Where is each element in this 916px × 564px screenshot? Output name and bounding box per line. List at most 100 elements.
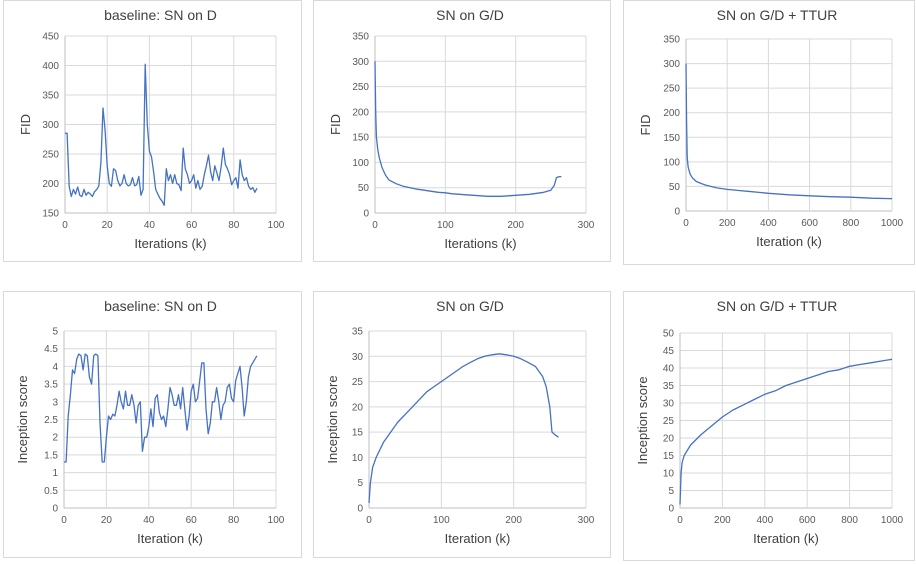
x-tick-label: 80 bbox=[228, 220, 240, 231]
y-tick-label: 35 bbox=[352, 327, 364, 338]
chart-title: SN on G/D bbox=[436, 7, 504, 23]
x-tick-label: 300 bbox=[578, 515, 595, 526]
y-tick-label: 45 bbox=[663, 346, 675, 357]
x-tick-label: 200 bbox=[714, 515, 731, 526]
x-tick-label: 200 bbox=[505, 515, 522, 526]
chart-title: SN on G/D bbox=[436, 298, 504, 314]
y-tick-label: 250 bbox=[352, 82, 369, 93]
x-tick-label: 100 bbox=[268, 515, 285, 526]
chart-panel-fid-ttur: 0 50 100 150 200 250 300 350 0 200 400 600 800 1000 SN… bbox=[623, 0, 915, 265]
y-axis-label: Inception score bbox=[15, 375, 30, 463]
y-axis-label: Inception score bbox=[325, 375, 340, 463]
x-tick-label: 20 bbox=[102, 220, 114, 231]
y-tick-label: 300 bbox=[352, 57, 369, 68]
x-tick-label: 1000 bbox=[881, 515, 904, 526]
y-tick-label: 50 bbox=[669, 182, 681, 193]
y-tick-label: 4 bbox=[52, 362, 58, 373]
series-line bbox=[65, 63, 258, 206]
y-tick-label: 2 bbox=[52, 433, 58, 444]
y-tick-label: 1 bbox=[52, 468, 58, 479]
y-tick-label: 0 bbox=[357, 504, 363, 515]
chart-fid-baseline: 150 200 250 300 350 400 450 0 20 40 60 80 100 baselin… bbox=[18, 7, 285, 251]
x-tick-label: 200 bbox=[507, 220, 524, 231]
chart-is-ttur: 0 5 10 15 20 25 30 35 40 45 50 0 200 400 600 800 1000 SN … bbox=[635, 298, 904, 546]
chart-panel-fid-baseline: 150 200 250 300 350 400 450 0 20 40 60 80 100 baselin… bbox=[3, 0, 302, 262]
x-axis-label: Iteration (k) bbox=[753, 531, 819, 546]
y-tick-label: 15 bbox=[352, 428, 364, 439]
y-tick-label: 0 bbox=[363, 209, 369, 220]
y-tick-label: 2.5 bbox=[44, 415, 58, 426]
x-tick-label: 60 bbox=[186, 220, 198, 231]
x-tick-label: 80 bbox=[228, 515, 240, 526]
y-tick-label: 0 bbox=[668, 504, 674, 515]
x-tick-label: 1000 bbox=[881, 218, 904, 229]
y-tick-label: 0 bbox=[674, 207, 680, 218]
y-tick-label: 10 bbox=[663, 469, 675, 480]
y-tick-label: 40 bbox=[663, 364, 675, 375]
y-tick-label: 25 bbox=[663, 416, 675, 427]
y-tick-label: 10 bbox=[352, 453, 364, 464]
y-tick-label: 3 bbox=[52, 397, 58, 408]
x-axis-label: Iteration (k) bbox=[137, 531, 203, 546]
y-tick-label: 0 bbox=[52, 504, 58, 515]
y-tick-label: 20 bbox=[663, 434, 675, 445]
x-tick-label: 300 bbox=[578, 220, 595, 231]
x-tick-label: 400 bbox=[760, 218, 777, 229]
x-tick-label: 0 bbox=[366, 515, 372, 526]
y-tick-label: 350 bbox=[42, 91, 59, 102]
chart-is-baseline: 0 0.5 1 1.5 2 2.5 3 3.5 4 4.5 5 0 20 40 60 80 100 baselin… bbox=[15, 298, 285, 546]
y-tick-label: 15 bbox=[663, 451, 675, 462]
y-tick-label: 50 bbox=[358, 183, 370, 194]
y-tick-label: 5 bbox=[357, 478, 363, 489]
chart-title: baseline: SN on D bbox=[104, 7, 217, 23]
series-line bbox=[685, 63, 893, 200]
y-tick-label: 3.5 bbox=[44, 380, 58, 391]
x-axis-label: Iteration (k) bbox=[445, 531, 511, 546]
y-tick-label: 5 bbox=[52, 327, 58, 338]
chart-fid-ttur: 0 50 100 150 200 250 300 350 0 200 400 600 800 1000 SN… bbox=[638, 7, 904, 249]
x-tick-label: 800 bbox=[841, 515, 858, 526]
chart-title: SN on G/D + TTUR bbox=[717, 298, 838, 314]
x-tick-label: 0 bbox=[372, 220, 378, 231]
x-tick-label: 40 bbox=[144, 220, 156, 231]
x-tick-label: 100 bbox=[268, 220, 285, 231]
x-tick-label: 0 bbox=[677, 515, 683, 526]
x-tick-label: 0 bbox=[62, 220, 68, 231]
chart-fid-sn-gd: 0 50 100 150 200 250 300 350 0 100 200 300 SN on G/D… bbox=[328, 7, 595, 251]
chart-title: SN on G/D + TTUR bbox=[717, 7, 838, 23]
chart-panel-is-ttur: 0 5 10 15 20 25 30 35 40 45 50 0 200 400 600 800 1000 SN … bbox=[623, 291, 915, 561]
x-tick-label: 0 bbox=[61, 515, 67, 526]
y-tick-label: 100 bbox=[352, 158, 369, 169]
y-tick-label: 150 bbox=[663, 133, 680, 144]
y-tick-label: 0.5 bbox=[44, 486, 58, 497]
x-tick-label: 100 bbox=[433, 515, 450, 526]
x-tick-label: 600 bbox=[799, 515, 816, 526]
y-tick-label: 100 bbox=[663, 157, 680, 168]
y-tick-label: 400 bbox=[42, 61, 59, 72]
x-tick-label: 100 bbox=[437, 220, 454, 231]
y-tick-label: 30 bbox=[352, 352, 364, 363]
y-tick-label: 200 bbox=[42, 179, 59, 190]
y-tick-label: 150 bbox=[42, 209, 59, 220]
y-tick-label: 300 bbox=[42, 120, 59, 131]
series-line bbox=[368, 353, 559, 503]
chart-is-sn-gd: 0 5 10 15 20 25 30 35 0 100 200 300 SN on G/D Iterati… bbox=[325, 298, 595, 546]
y-tick-label: 150 bbox=[352, 133, 369, 144]
chart-title: baseline: SN on D bbox=[104, 298, 217, 314]
x-tick-label: 400 bbox=[756, 515, 773, 526]
x-axis-label: Iterations (k) bbox=[134, 236, 206, 251]
y-axis-label: FID bbox=[638, 115, 653, 136]
x-tick-label: 0 bbox=[683, 218, 689, 229]
y-tick-label: 30 bbox=[663, 399, 675, 410]
y-tick-label: 200 bbox=[352, 107, 369, 118]
series-line bbox=[64, 353, 258, 463]
x-tick-label: 200 bbox=[719, 218, 736, 229]
y-tick-label: 50 bbox=[663, 329, 675, 340]
chart-panel-fid-sn-gd: 0 50 100 150 200 250 300 350 0 100 200 300 SN on G/D… bbox=[313, 0, 611, 262]
y-axis-label: FID bbox=[18, 114, 33, 135]
y-tick-label: 5 bbox=[668, 486, 674, 497]
series-line bbox=[679, 358, 893, 505]
x-tick-label: 20 bbox=[101, 515, 113, 526]
y-tick-label: 25 bbox=[352, 377, 364, 388]
y-tick-label: 300 bbox=[663, 59, 680, 70]
